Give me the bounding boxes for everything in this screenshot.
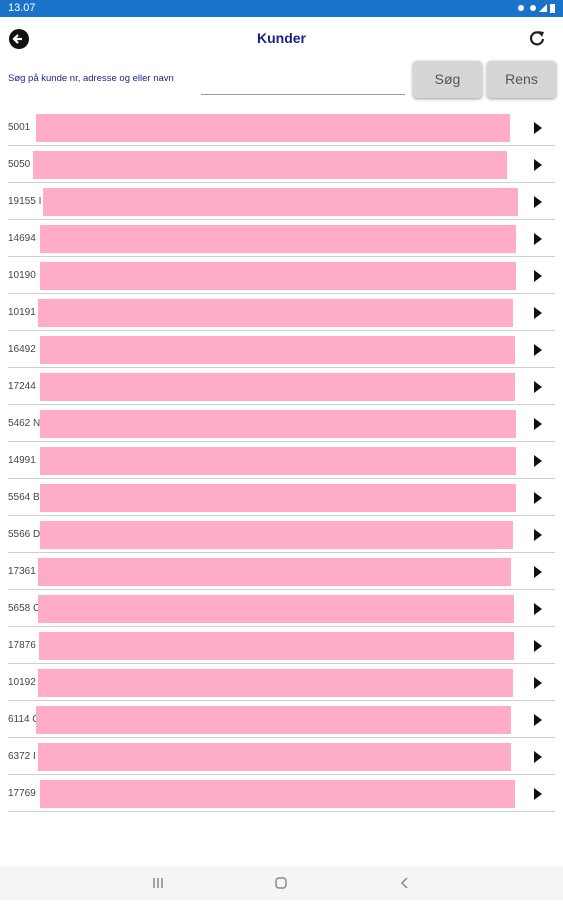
customer-id: 5566 D — [8, 529, 41, 540]
row-arrow[interactable] — [532, 454, 544, 468]
search-button[interactable]: Søg — [413, 61, 482, 98]
row-arrow[interactable] — [532, 158, 544, 172]
redacted-name — [40, 373, 515, 401]
row-arrow[interactable] — [532, 121, 544, 135]
row-separator — [8, 182, 555, 183]
row-separator — [8, 811, 555, 812]
row-arrow[interactable] — [532, 565, 544, 579]
refresh-button[interactable] — [528, 29, 546, 47]
customer-id: 6372 I — [8, 751, 36, 762]
row-separator — [8, 293, 555, 294]
row-separator — [8, 700, 555, 701]
nav-bar — [0, 866, 563, 900]
customer-id: 16492 — [8, 344, 36, 355]
row-separator — [8, 145, 555, 146]
customer-id: 5050 — [8, 159, 31, 170]
nav-icons — [153, 877, 408, 889]
redacted-name — [40, 225, 516, 253]
row-separator — [8, 552, 555, 553]
row-separator — [8, 663, 555, 664]
row-arrow[interactable] — [532, 639, 544, 653]
row-arrow[interactable] — [532, 417, 544, 431]
row-arrow[interactable] — [532, 306, 544, 320]
redacted-name — [33, 151, 507, 179]
customer-id: 17361 — [8, 566, 36, 577]
row-arrow[interactable] — [532, 713, 544, 727]
redacted-name — [40, 780, 515, 808]
customer-id: 14991 — [8, 455, 36, 466]
customer-id: 10192 — [8, 677, 36, 688]
customer-id: 5564 B — [8, 492, 40, 503]
row-arrow[interactable] — [532, 602, 544, 616]
row-separator — [8, 774, 555, 775]
redacted-name — [39, 632, 514, 660]
redacted-name — [40, 410, 516, 438]
customer-id: 6114 C — [8, 714, 40, 725]
redacted-name — [38, 558, 511, 586]
row-separator — [8, 367, 555, 368]
row-separator — [8, 441, 555, 442]
row-separator — [8, 626, 555, 627]
row-separator — [8, 515, 555, 516]
customer-id: 14694 — [8, 233, 36, 244]
row-arrow[interactable] — [532, 343, 544, 357]
row-separator — [8, 330, 555, 331]
row-arrow[interactable] — [532, 380, 544, 394]
row-arrow[interactable] — [532, 676, 544, 690]
customer-id: 17876 — [8, 640, 36, 651]
clear-button[interactable]: Rens — [487, 61, 556, 98]
redacted-name — [40, 484, 516, 512]
status-icons — [518, 4, 555, 13]
row-arrow[interactable] — [532, 528, 544, 542]
row-arrow[interactable] — [532, 232, 544, 246]
clock: 13.07 — [8, 2, 36, 14]
redacted-name — [40, 447, 516, 475]
row-arrow[interactable] — [532, 195, 544, 209]
row-arrow[interactable] — [532, 787, 544, 801]
row-separator — [8, 589, 555, 590]
search-placeholder: Søg på kunde nr, adresse og eller navn — [8, 73, 174, 84]
row-separator — [8, 219, 555, 220]
customer-id: 17244 — [8, 381, 36, 392]
customer-id: 17769 — [8, 788, 36, 799]
row-arrow[interactable] — [532, 750, 544, 764]
customer-id: 10190 — [8, 270, 36, 281]
row-separator — [8, 256, 555, 257]
row-separator — [8, 404, 555, 405]
customer-id: 5462 N — [8, 418, 41, 429]
customer-id: 10191 — [8, 307, 36, 318]
redacted-name — [40, 336, 515, 364]
customer-id: 5001 — [8, 122, 31, 133]
redacted-name — [43, 188, 518, 216]
customer-id: 19155 I — [8, 196, 42, 207]
redacted-name — [38, 299, 513, 327]
redacted-name — [36, 114, 510, 142]
redacted-name — [36, 706, 511, 734]
customer-id: 5658 C — [8, 603, 41, 614]
row-separator — [8, 737, 555, 738]
redacted-name — [40, 262, 516, 290]
page-title: Kunder — [257, 30, 306, 46]
row-separator — [8, 478, 555, 479]
status-bar: 13.07 — [0, 0, 563, 17]
redacted-name — [38, 595, 514, 623]
back-button[interactable] — [8, 28, 30, 50]
redacted-name — [38, 743, 511, 771]
row-arrow[interactable] — [532, 491, 544, 505]
redacted-name — [40, 521, 513, 549]
search-input[interactable] — [201, 94, 405, 95]
redacted-name — [38, 669, 513, 697]
row-arrow[interactable] — [532, 269, 544, 283]
